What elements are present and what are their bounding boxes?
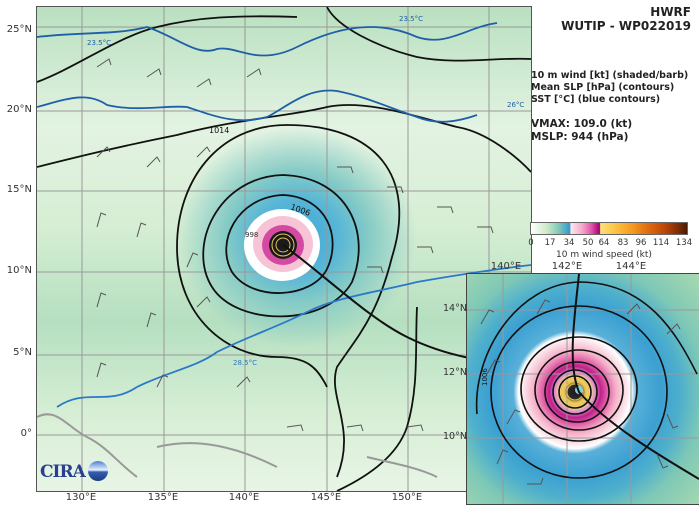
cira-logo: CIRA (40, 462, 86, 482)
cb-tick-17: 17 (544, 238, 556, 248)
sst-label-28-5: 28.5°C (233, 359, 257, 367)
inset-slp-label-1006: 1006 (481, 368, 489, 386)
cb-tick-83: 83 (617, 238, 629, 248)
graticule (37, 7, 531, 491)
legend-slp: Mean SLP [hPa] (contours) (531, 82, 675, 93)
lat-label-5n: 5°N (13, 347, 32, 358)
cb-tick-114: 114 (652, 238, 670, 248)
storm-core (244, 209, 320, 281)
cb-tick-96: 96 (635, 238, 647, 248)
vmax-value: VMAX: 109.0 (kt) (531, 118, 633, 130)
land-outlines (37, 413, 438, 478)
mslp-value: MSLP: 944 (hPa) (531, 131, 629, 143)
inset-map-graphics: 1006 (467, 274, 699, 504)
inset-lon-140e: 140°E (490, 261, 522, 272)
storm-id: WUTIP - WP022019 (561, 19, 691, 33)
legend-sst: SST [°C] (blue contours) (531, 94, 661, 105)
legend-wind: 10 m wind [kt] (shaded/barb) (531, 70, 689, 81)
lon-label-140e: 140°E (228, 492, 260, 503)
colorbar-label: 10 m wind speed (kt) (556, 250, 652, 260)
sst-label-23-5-a: 23.5°C (87, 39, 111, 47)
wind-speed-colorbar (530, 222, 688, 235)
inset-forecast-track (571, 274, 699, 480)
inset-map[interactable]: 1006 (466, 273, 699, 505)
model-title: HWRF WUTIP - WP022019 (561, 5, 691, 33)
field-legend: 10 m wind [kt] (shaded/barb) Mean SLP [h… (531, 70, 688, 106)
main-map[interactable]: 1014 1006 998 23.5°C 23.5°C 26°C 28.5°C (36, 6, 532, 492)
sst-label-23-5-b: 23.5°C (399, 15, 423, 23)
sst-label-26: 26°C (507, 101, 524, 109)
main-map-graphics: 1014 1006 998 23.5°C 23.5°C 26°C 28.5°C (37, 7, 531, 491)
lon-label-135e: 135°E (147, 492, 179, 503)
cb-tick-64: 64 (598, 238, 610, 248)
lat-label-25n: 25°N (6, 24, 32, 35)
inset-lat-14n: 14°N (443, 303, 467, 314)
model-name: HWRF (650, 5, 691, 19)
inset-slp-contours (475, 281, 698, 479)
inset-lon-144e: 144°E (615, 261, 647, 272)
slp-label-1014: 1014 (209, 126, 229, 135)
wind-barbs (96, 58, 494, 432)
storm-stats: VMAX: 109.0 (kt) MSLP: 944 (hPa) (531, 118, 632, 144)
lon-label-145e: 145°E (310, 492, 342, 503)
sst-contours (37, 22, 531, 408)
inset-lon-142e: 142°E (551, 261, 583, 272)
cb-tick-34: 34 (563, 238, 575, 248)
lat-label-20n: 20°N (6, 104, 32, 115)
lat-label-10n: 10°N (6, 265, 32, 276)
cb-tick-134: 134 (675, 238, 693, 248)
cb-tick-50: 50 (582, 238, 594, 248)
inset-lat-10n: 10°N (443, 431, 467, 442)
lat-label-15n: 15°N (6, 184, 32, 195)
cira-globe-icon (88, 461, 108, 481)
inset-wind-barbs (480, 299, 681, 485)
lon-label-150e: 150°E (391, 492, 423, 503)
cb-tick-0: 0 (528, 238, 534, 248)
lat-label-0: 0° (20, 428, 32, 439)
lon-label-130e: 130°E (65, 492, 97, 503)
slp-label-998: 998 (245, 231, 258, 239)
inset-lat-12n: 12°N (443, 367, 467, 378)
inset-graticule (467, 274, 699, 504)
